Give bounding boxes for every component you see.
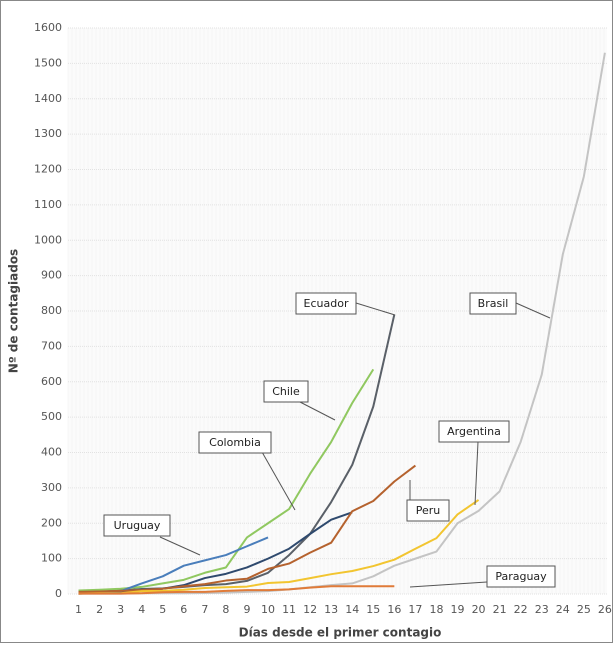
x-tick-label: 25 bbox=[577, 603, 591, 616]
legend-label: Chile bbox=[272, 385, 300, 398]
y-tick-label: 300 bbox=[41, 481, 62, 494]
callout: Argentina bbox=[438, 420, 510, 506]
leader-line bbox=[474, 441, 479, 506]
callout: Brasil bbox=[469, 292, 551, 319]
callout: Peru bbox=[406, 480, 450, 522]
callout: Uruguay bbox=[103, 514, 201, 556]
x-axis-title: Días desde el primer contagio bbox=[239, 626, 442, 640]
y-tick-label: 1400 bbox=[34, 92, 62, 105]
x-tick-label: 13 bbox=[324, 603, 338, 616]
x-tick-label: 1 bbox=[75, 603, 82, 616]
x-tick-label: 20 bbox=[472, 603, 486, 616]
y-tick-label: 1000 bbox=[34, 233, 62, 246]
x-tick-label: 11 bbox=[282, 603, 296, 616]
series-line bbox=[78, 464, 417, 593]
x-tick-label: 6 bbox=[180, 603, 187, 616]
y-tick-label: 700 bbox=[41, 339, 62, 352]
x-tick-label: 10 bbox=[261, 603, 275, 616]
leader-line bbox=[355, 302, 396, 316]
series-line bbox=[78, 585, 395, 595]
y-tick-label: 500 bbox=[41, 410, 62, 423]
x-tick-label: 19 bbox=[451, 603, 465, 616]
x-tick-label: 22 bbox=[514, 603, 528, 616]
legend-label: Peru bbox=[416, 504, 441, 517]
leader-line bbox=[261, 451, 296, 511]
legend-label: Brasil bbox=[478, 297, 509, 310]
x-tick-label: 23 bbox=[535, 603, 549, 616]
callout-box bbox=[438, 420, 510, 443]
x-tick-label: 2 bbox=[96, 603, 103, 616]
callout-box bbox=[406, 499, 450, 522]
leader-line bbox=[409, 581, 488, 588]
callout-box bbox=[486, 565, 556, 588]
y-tick-label: 100 bbox=[41, 552, 62, 565]
leader-line bbox=[299, 401, 336, 421]
x-tick-label: 5 bbox=[159, 603, 166, 616]
callout-box bbox=[263, 380, 309, 403]
series-line bbox=[78, 499, 480, 595]
y-tick-label: 1600 bbox=[34, 21, 62, 34]
y-tick-label: 800 bbox=[41, 304, 62, 317]
y-tick-label: 600 bbox=[41, 375, 62, 388]
y-tick-label: 0 bbox=[55, 587, 62, 600]
callout-box bbox=[295, 292, 357, 315]
x-tick-label: 21 bbox=[493, 603, 507, 616]
callout: Colombia bbox=[198, 431, 296, 511]
y-tick-label: 900 bbox=[41, 269, 62, 282]
legend-label: Paraguay bbox=[495, 570, 547, 583]
x-tick-label: 18 bbox=[429, 603, 443, 616]
y-tick-label: 1200 bbox=[34, 163, 62, 176]
series-line bbox=[78, 52, 606, 595]
y-tick-label: 400 bbox=[41, 446, 62, 459]
callout-box bbox=[469, 292, 517, 315]
x-tick-label: 16 bbox=[387, 603, 401, 616]
y-tick-label: 1300 bbox=[34, 127, 62, 140]
x-tick-label: 24 bbox=[556, 603, 570, 616]
callout: Chile bbox=[263, 380, 336, 421]
legend-label: Ecuador bbox=[304, 297, 349, 310]
x-tick-label: 12 bbox=[303, 603, 317, 616]
x-tick-label: 15 bbox=[366, 603, 380, 616]
legend-label: Argentina bbox=[447, 425, 501, 438]
callout: Paraguay bbox=[409, 565, 556, 588]
leader-line bbox=[159, 536, 201, 556]
x-tick-label: 26 bbox=[598, 603, 612, 616]
y-axis-title: Nº de contagiados bbox=[7, 249, 21, 373]
x-tick-label: 9 bbox=[243, 603, 250, 616]
x-tick-label: 7 bbox=[201, 603, 208, 616]
legend-label: Uruguay bbox=[114, 519, 161, 532]
y-tick-label: 1500 bbox=[34, 56, 62, 69]
callout: Ecuador bbox=[295, 292, 396, 316]
callout-box bbox=[103, 514, 171, 537]
callout-box bbox=[198, 431, 272, 454]
x-tick-label: 4 bbox=[138, 603, 145, 616]
legend-label: Colombia bbox=[209, 436, 261, 449]
x-tick-label: 8 bbox=[222, 603, 229, 616]
x-tick-label: 17 bbox=[408, 603, 422, 616]
y-tick-label: 200 bbox=[41, 516, 62, 529]
y-tick-label: 1100 bbox=[34, 198, 62, 211]
x-tick-label: 14 bbox=[345, 603, 359, 616]
leader-line bbox=[515, 302, 551, 319]
x-tick-label: 3 bbox=[117, 603, 124, 616]
